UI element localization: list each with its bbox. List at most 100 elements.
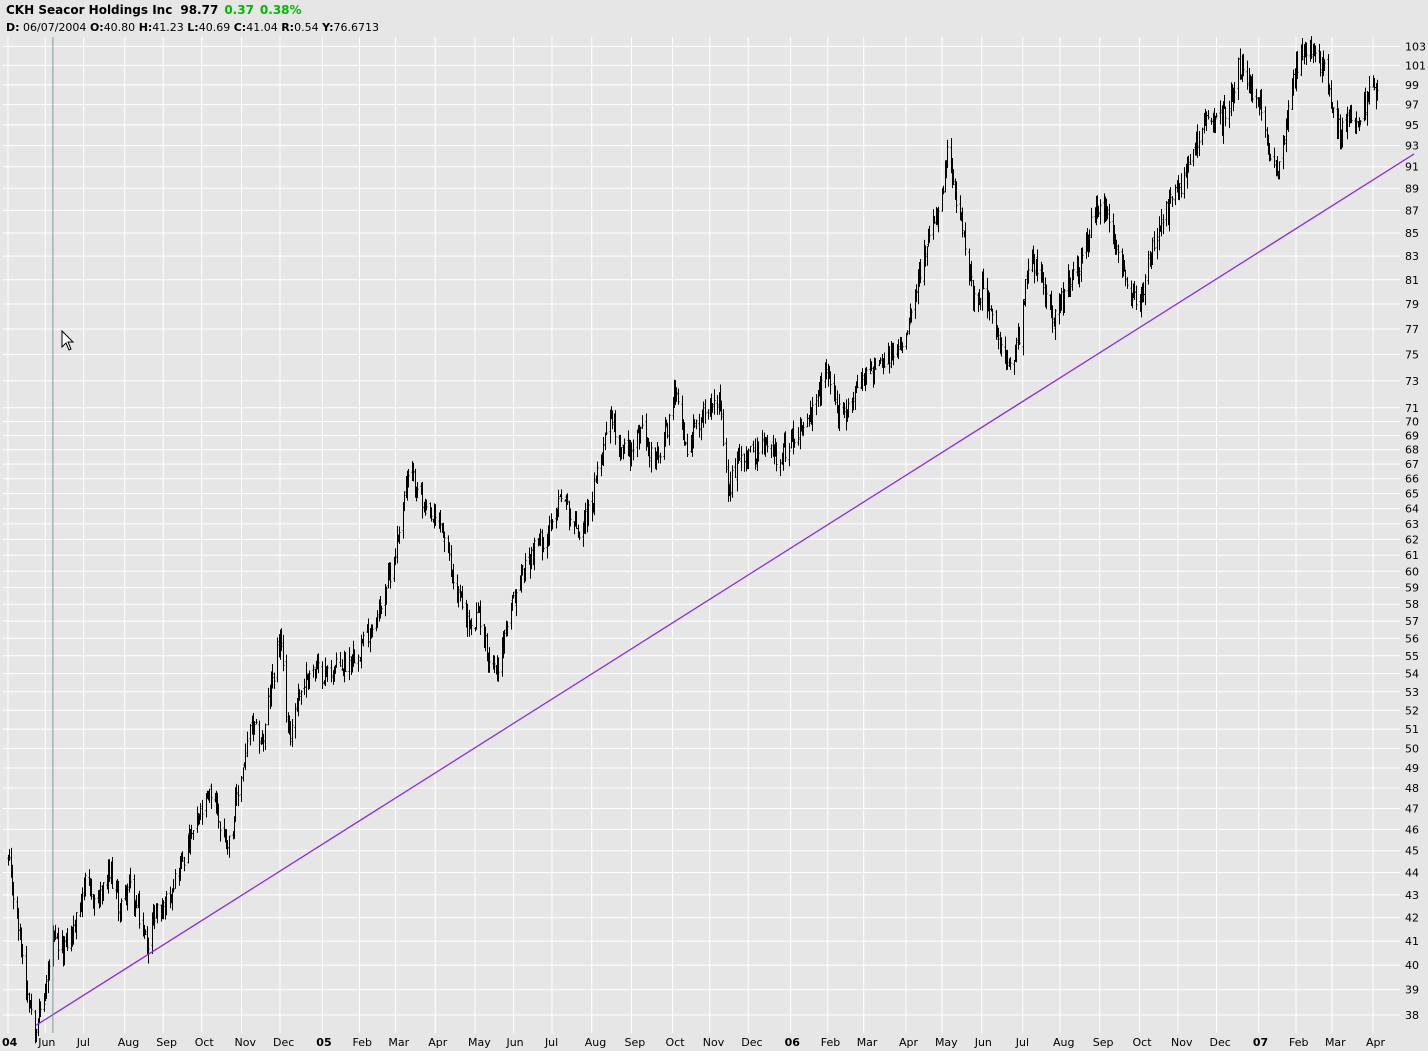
plot-area xyxy=(3,37,1400,1033)
ohlc-bar xyxy=(623,438,626,455)
y-tick-label: 70 xyxy=(1405,416,1419,429)
ohlc-bar xyxy=(995,310,998,340)
ohlc-bar xyxy=(946,139,949,169)
ohlc-bar xyxy=(1219,100,1222,125)
x-tick-label: 06 xyxy=(785,1036,801,1049)
y-label: Y: xyxy=(322,21,334,34)
ohlc-bar xyxy=(924,245,927,267)
ohlc-bar xyxy=(1115,239,1118,255)
price-change-pct: 0.38% xyxy=(259,3,302,17)
y-value: 76.6713 xyxy=(333,21,380,34)
ohlc-bar xyxy=(1147,250,1150,285)
ohlc-bar xyxy=(244,743,247,771)
ohlc-bar xyxy=(280,628,283,652)
y-tick-label: 51 xyxy=(1405,723,1419,736)
x-tick-label: Nov xyxy=(1171,1036,1193,1049)
ohlc-bar xyxy=(1090,207,1093,239)
y-tick-label: 57 xyxy=(1405,615,1419,628)
ohlc-bar xyxy=(1273,147,1276,168)
ohlc-bar xyxy=(421,481,424,519)
ohlc-bar xyxy=(888,346,891,374)
y-tick-label: 67 xyxy=(1405,458,1419,471)
ohlc-bar xyxy=(1045,284,1048,310)
ohlc-bar xyxy=(448,542,451,561)
ohlc-bar xyxy=(30,993,33,1015)
ohlc-bar xyxy=(117,880,120,922)
ohlc-bar xyxy=(367,618,370,648)
ohlc-bar xyxy=(942,185,945,195)
ohlc-bar xyxy=(865,367,868,385)
ohlc-bar xyxy=(897,339,900,360)
ohlc-bar xyxy=(1165,201,1168,227)
ohlc-bar xyxy=(1178,183,1181,201)
x-tick-label: May xyxy=(468,1036,491,1049)
ohlc-bar xyxy=(1246,60,1249,90)
y-tick-label: 44 xyxy=(1405,867,1419,880)
ohlc-bar xyxy=(219,821,222,842)
ohlc-bar xyxy=(961,207,964,238)
ohlc-bar xyxy=(174,868,177,889)
open-value: 40.80 xyxy=(103,21,136,34)
ohlc-bar xyxy=(650,442,653,473)
ohlc-bar xyxy=(1162,214,1165,235)
ohlc-bar xyxy=(988,292,991,321)
ohlc-bar xyxy=(357,654,360,672)
mouse-pointer-icon xyxy=(61,329,75,351)
ohlc-bar xyxy=(926,246,929,266)
ohlc-bar xyxy=(81,887,84,918)
ohlc-bar xyxy=(1051,305,1054,333)
ohlc-bar xyxy=(657,446,660,464)
ohlc-bar xyxy=(1117,244,1120,263)
ohlc-bar xyxy=(1036,249,1039,282)
ohlc-bar xyxy=(434,504,437,527)
ohlc-bar xyxy=(1269,153,1272,161)
x-tick-label: Oct xyxy=(666,1036,686,1049)
x-tick-label: Aug xyxy=(585,1036,606,1049)
ohlc-bar xyxy=(217,803,220,829)
ohlc-bar xyxy=(856,374,859,389)
trendline-layer xyxy=(35,153,1415,1026)
ohlc-bar xyxy=(1187,155,1190,173)
y-tick-label: 43 xyxy=(1405,889,1419,902)
ohlc-bar xyxy=(548,515,551,546)
ohlc-bar xyxy=(901,342,904,354)
ohlc-bar xyxy=(808,415,811,427)
open-label: O: xyxy=(89,21,104,34)
ohlc-bar xyxy=(72,915,75,945)
ohlc-bar xyxy=(54,924,57,941)
ohlc-bar xyxy=(273,672,276,689)
y-tick-label: 91 xyxy=(1405,161,1419,174)
ohlc-bar xyxy=(734,458,737,479)
ohlc-bar xyxy=(711,402,714,413)
ohlc-bar xyxy=(156,903,159,924)
ohlc-bar xyxy=(312,664,315,678)
ohlc-bar xyxy=(1156,228,1159,260)
y-tick-label: 79 xyxy=(1405,298,1419,311)
ohlc-bar xyxy=(1009,357,1012,370)
ohlc-bar xyxy=(1063,288,1066,314)
ohlc-bar xyxy=(955,181,958,214)
ohlc-bar xyxy=(1180,173,1183,198)
ohlc-bar xyxy=(937,206,940,233)
support-trendline[interactable] xyxy=(35,153,1415,1026)
y-tick-label: 103 xyxy=(1405,40,1426,53)
ohlc-bar xyxy=(731,465,734,498)
high-label: H: xyxy=(138,21,153,34)
ohlc-bar xyxy=(1124,269,1127,287)
ohlc-bar xyxy=(1310,35,1313,60)
ohlc-bar xyxy=(530,546,533,570)
ohlc-bar xyxy=(1108,203,1111,233)
ohlc-bar xyxy=(761,430,764,455)
ohlc-bar xyxy=(820,372,823,406)
ohlc-bar xyxy=(75,911,78,940)
ohlc-bar xyxy=(1072,261,1075,281)
x-tick-label: Dec xyxy=(273,1036,294,1049)
ohlc-bar xyxy=(66,928,69,952)
ohlc-bar xyxy=(129,867,132,889)
y-tick-label: 62 xyxy=(1405,533,1419,546)
x-tick-label: Jun xyxy=(37,1036,55,1049)
ohlc-bar xyxy=(641,415,644,429)
ohlc-bar xyxy=(874,358,877,370)
ohlc-bar xyxy=(695,419,698,430)
